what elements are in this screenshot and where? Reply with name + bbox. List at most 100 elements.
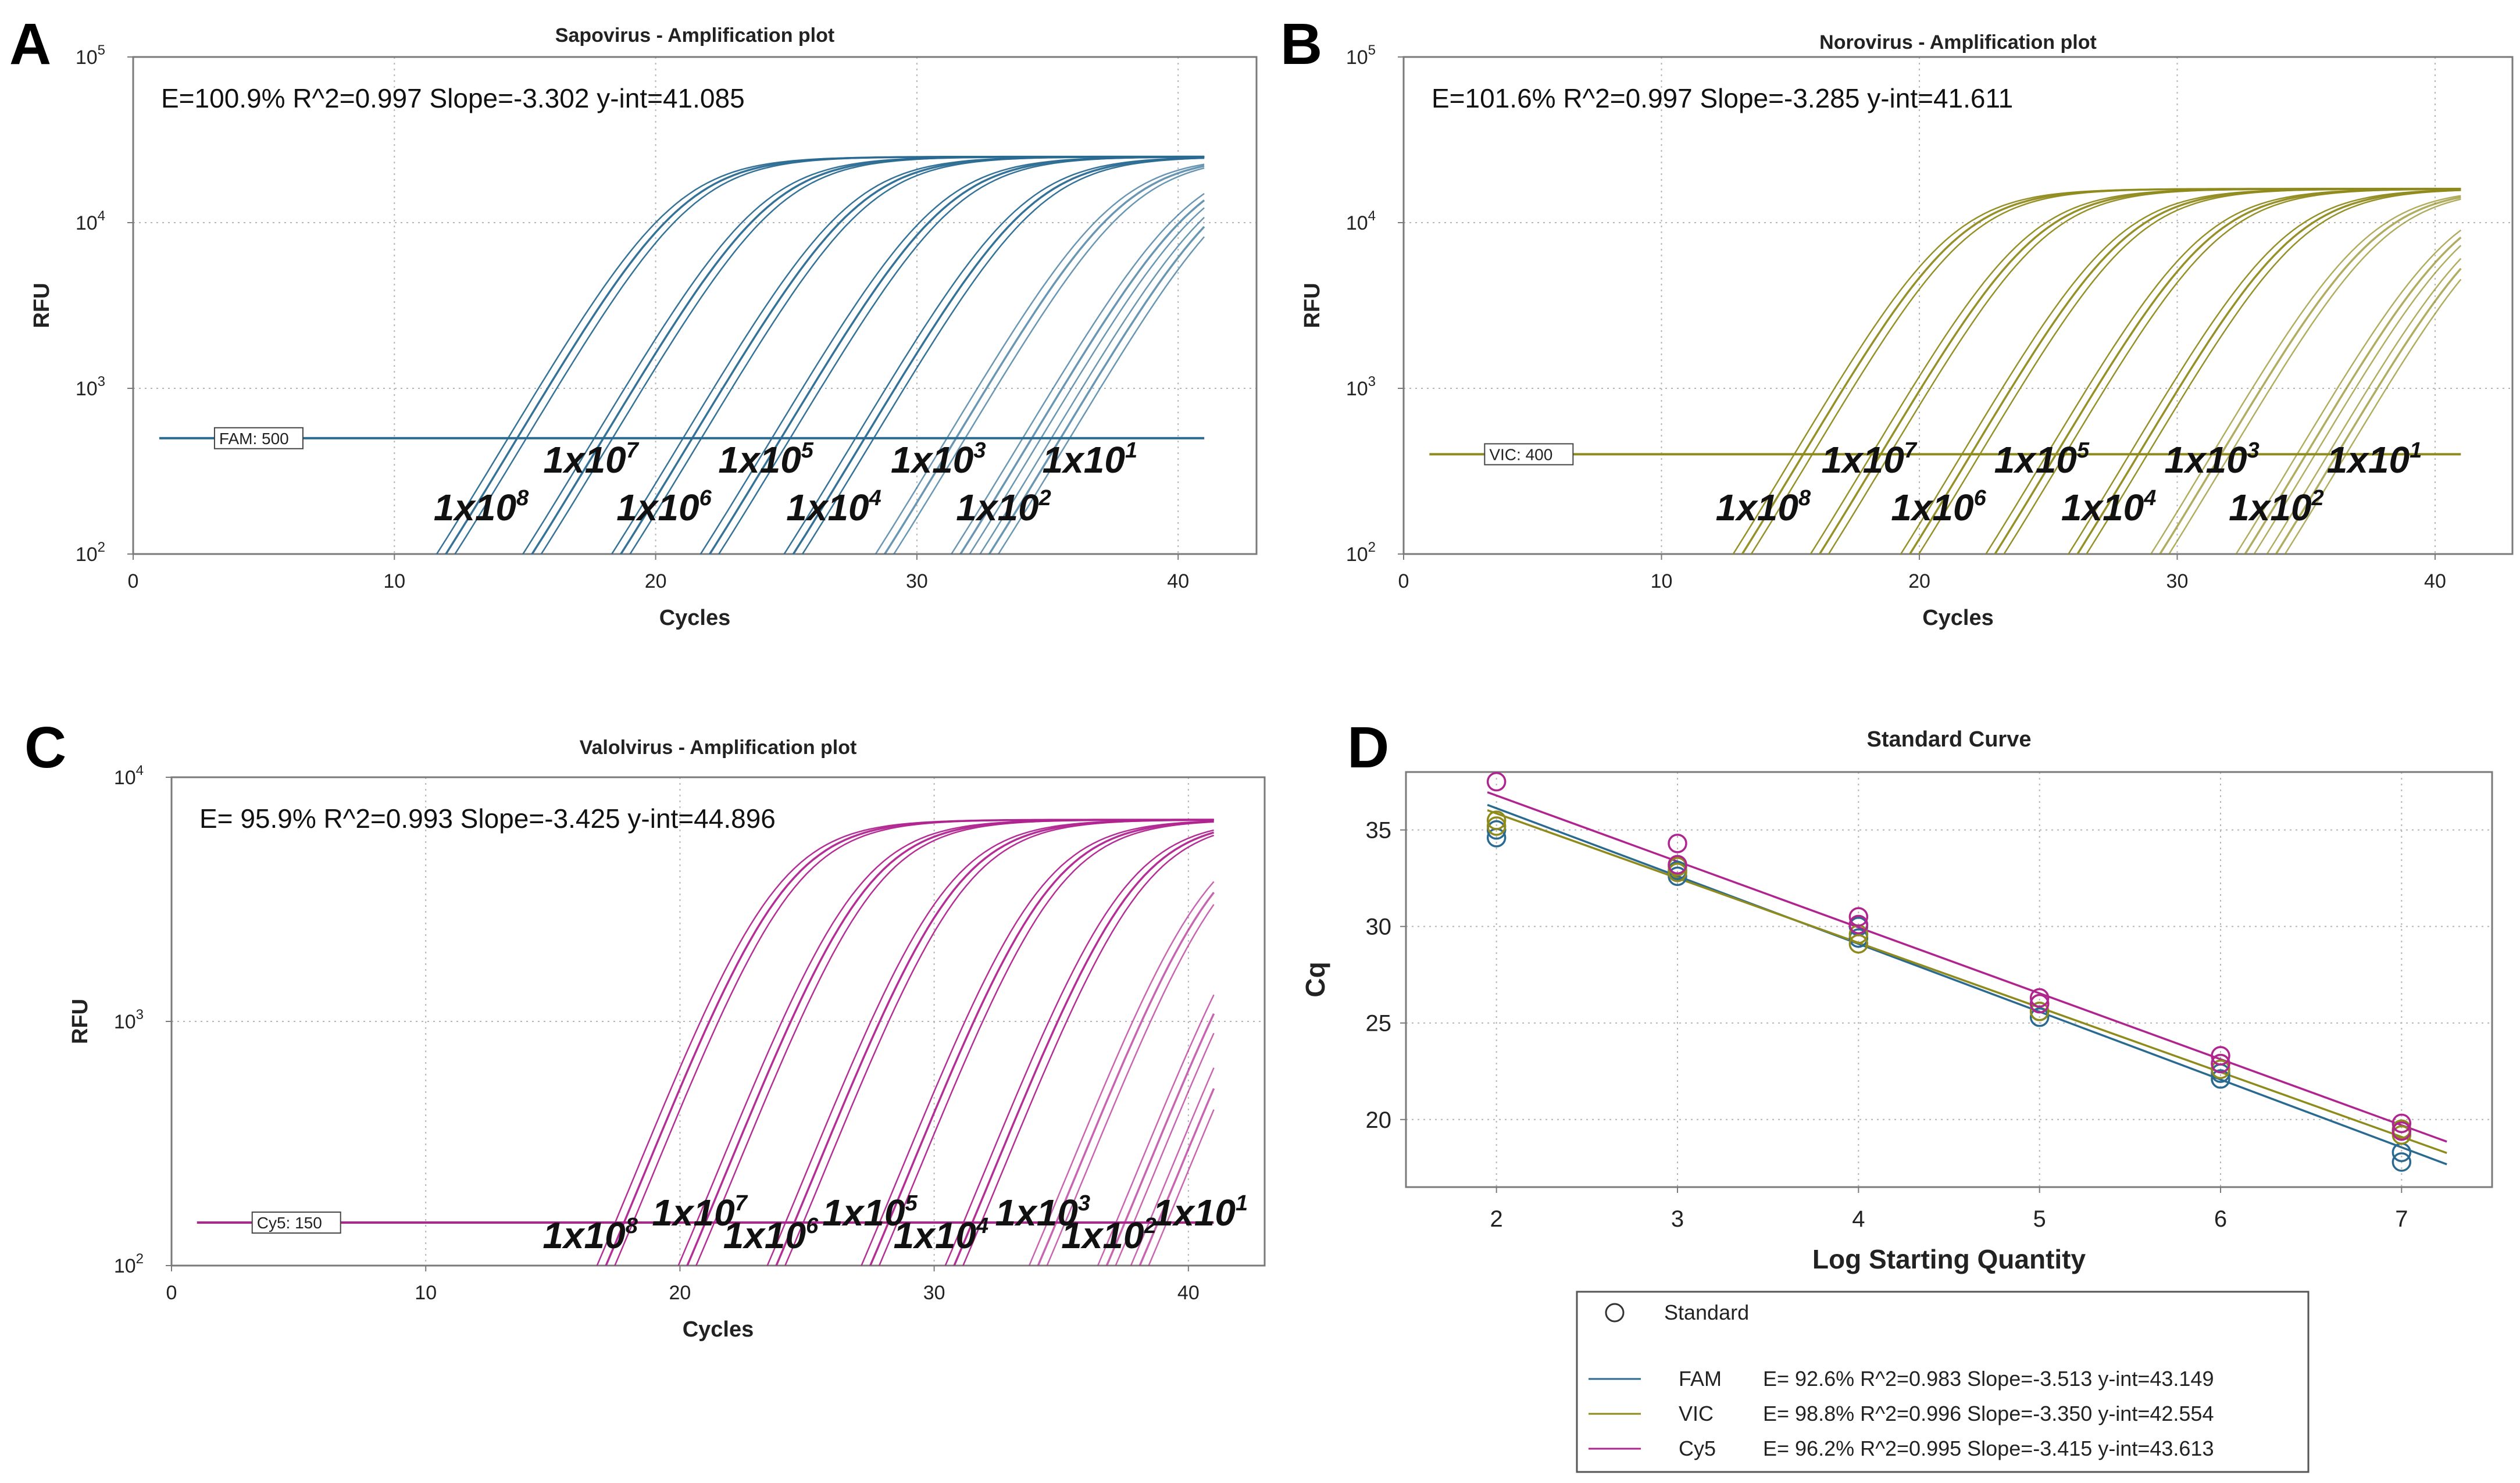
y-tick-label: 104 — [1346, 208, 1376, 234]
dilution-label-1x10-7-base: 1x10 — [543, 439, 626, 481]
legend-series-equation: E= 92.6% R^2=0.983 Slope=-3.513 y-int=43… — [1763, 1367, 2214, 1391]
data-point-Cy5 — [2211, 1046, 2230, 1066]
dilution-label-1x10-1: 1x101 — [2327, 438, 2422, 481]
x-tick-label: 20 — [669, 1282, 691, 1304]
dilution-label-1x10-4-base: 1x10 — [894, 1214, 976, 1256]
curve-dil-1 — [2275, 267, 2462, 554]
panel-A: A Sapovirus - Amplification plot 0 10 20 30 40… — [9, 12, 1258, 630]
dilution-label-1x10-8: 1x108 — [1716, 486, 1811, 528]
x-tick-label: 30 — [2166, 570, 2189, 592]
y-tick-label: 102 — [76, 539, 105, 566]
curve-dil-6 — [629, 156, 1205, 554]
curve-dil-7 — [1827, 188, 2461, 554]
dilution-label-1x10-1-base: 1x10 — [1153, 1192, 1236, 1234]
x-tick-label: 0 — [1398, 570, 1409, 592]
curve-dil-3 — [2158, 196, 2461, 554]
data-point-VIC — [1668, 862, 1687, 882]
dilution-label-1x10-1: 1x101 — [1043, 438, 1138, 481]
curve-dil-5 — [2003, 188, 2461, 554]
curve-dil-6 — [775, 819, 1214, 1266]
dilution-label-1x10-4: 1x104 — [786, 486, 881, 528]
curve-dil-3 — [883, 165, 1205, 554]
y-tick-label-base: 10 — [1346, 378, 1368, 400]
dilution-label-1x10-7-base: 1x10 — [1821, 439, 1904, 481]
x-axis-label: Cycles — [683, 1317, 754, 1342]
y-tick-label-exp: 2 — [136, 1251, 144, 1267]
dilution-label-1x10-4-exp: 4 — [2143, 486, 2156, 510]
dilution-label-1x10-1-exp: 1 — [1236, 1191, 1248, 1216]
dilution-label-1x10-4-base: 1x10 — [786, 487, 869, 528]
panel-D: D Standard Curve 2 3 4 5 6 7 20 25 30 35 Log Startin… — [1300, 715, 2493, 1473]
data-point-Cy5 — [1848, 914, 1869, 935]
curve-dil-5 — [869, 820, 1214, 1266]
y-tick-label: 103 — [114, 1007, 144, 1033]
x-tick-label: 30 — [923, 1282, 945, 1304]
dilution-label-1x10-7-exp: 7 — [626, 438, 640, 463]
curve-dil-1 — [2266, 258, 2462, 554]
data-point-Cy5 — [2029, 994, 2050, 1014]
dilution-label-1x10-4-exp: 4 — [976, 1214, 988, 1238]
x-tick-label: 10 — [415, 1282, 437, 1304]
dilution-label-1x10-8-exp: 8 — [1798, 486, 1811, 510]
legend-series-equation: E= 98.8% R^2=0.996 Slope=-3.350 y-int=42… — [1763, 1402, 2214, 1425]
threshold-label-text: FAM: 500 — [219, 430, 289, 448]
threshold-label-box — [1484, 443, 1574, 466]
y-tick-label-exp: 3 — [136, 1007, 144, 1023]
x-tick-label: 0 — [128, 570, 139, 592]
y-tick-label: 25 — [1366, 1011, 1392, 1037]
panel-letter-D: D — [1347, 715, 1389, 780]
dilution-label-1x10-8-exp: 8 — [516, 486, 529, 510]
data-point-FAM — [2391, 1152, 2412, 1172]
dilution-label-1x10-3-base: 1x10 — [891, 439, 973, 481]
dilution-label-1x10-5: 1x105 — [1994, 438, 2090, 481]
x-tick-label: 10 — [1651, 570, 1673, 592]
dilution-label-1x10-2-exp: 2 — [1038, 486, 1051, 510]
curve-dil-3 — [1037, 892, 1215, 1266]
dilution-label-1x10-5-exp: 5 — [801, 438, 814, 463]
curve-dil-2 — [969, 207, 1205, 554]
data-point-Cy5 — [1486, 771, 1507, 792]
dilution-label-1x10-2-base: 1x10 — [2229, 487, 2311, 528]
curve-dil-2 — [2253, 245, 2462, 554]
dilution-label-1x10-2-base: 1x10 — [1061, 1214, 1144, 1256]
curve-dil-6 — [766, 819, 1214, 1266]
curve-dil-4 — [2067, 189, 2461, 554]
data-point-Cy5 — [1668, 855, 1687, 875]
x-tick-label: 40 — [2424, 570, 2446, 592]
dilution-label-1x10-1-exp: 1 — [2410, 438, 2422, 463]
dilution-label-1x10-2: 1x102 — [956, 486, 1051, 528]
x-tick-label: 6 — [2214, 1206, 2227, 1232]
curve-dil-7 — [695, 819, 1214, 1266]
y-tick-label-base: 10 — [1346, 544, 1368, 566]
dilution-label-1x10-3-base: 1x10 — [995, 1192, 1078, 1234]
y-tick-label-base: 10 — [114, 1255, 136, 1277]
legend-box — [1576, 1291, 2310, 1473]
curve-dil-5 — [861, 820, 1214, 1266]
dilution-label-1x10-8: 1x108 — [542, 1214, 638, 1256]
y-tick-label: 30 — [1366, 914, 1392, 940]
panel-letter-A: A — [9, 12, 51, 77]
y-tick-label-base: 10 — [1346, 212, 1368, 234]
y-tick-label-base: 10 — [76, 212, 98, 234]
x-tick-label: 7 — [2395, 1206, 2408, 1232]
dilution-label-1x10-7-base: 1x10 — [652, 1192, 734, 1234]
dilution-label-1x10-1-base: 1x10 — [2327, 439, 2410, 481]
dilution-label-1x10-6-base: 1x10 — [723, 1214, 806, 1256]
dilution-label-1x10-2: 1x102 — [2229, 486, 2324, 528]
curve-dil-6 — [784, 819, 1214, 1266]
y-axis-label: RFU — [68, 999, 92, 1044]
y-tick-label-exp: 2 — [1368, 539, 1376, 555]
dilution-label-1x10-6-exp: 6 — [699, 486, 712, 510]
y-tick-label-exp: 3 — [1368, 374, 1376, 389]
dilution-label-1x10-3: 1x103 — [891, 438, 986, 481]
dilution-label-1x10-5-base: 1x10 — [718, 439, 801, 481]
dilution-label-1x10-2-exp: 2 — [1144, 1214, 1157, 1238]
curve-dil-1 — [979, 217, 1205, 554]
data-point-VIC — [2211, 1059, 2230, 1080]
data-point-Cy5 — [2391, 1121, 2412, 1141]
x-tick-label: 3 — [1671, 1206, 1684, 1232]
data-point-Cy5 — [1848, 907, 1869, 927]
dilution-label-1x10-8-base: 1x10 — [542, 1214, 625, 1256]
data-point-VIC — [1486, 816, 1507, 836]
